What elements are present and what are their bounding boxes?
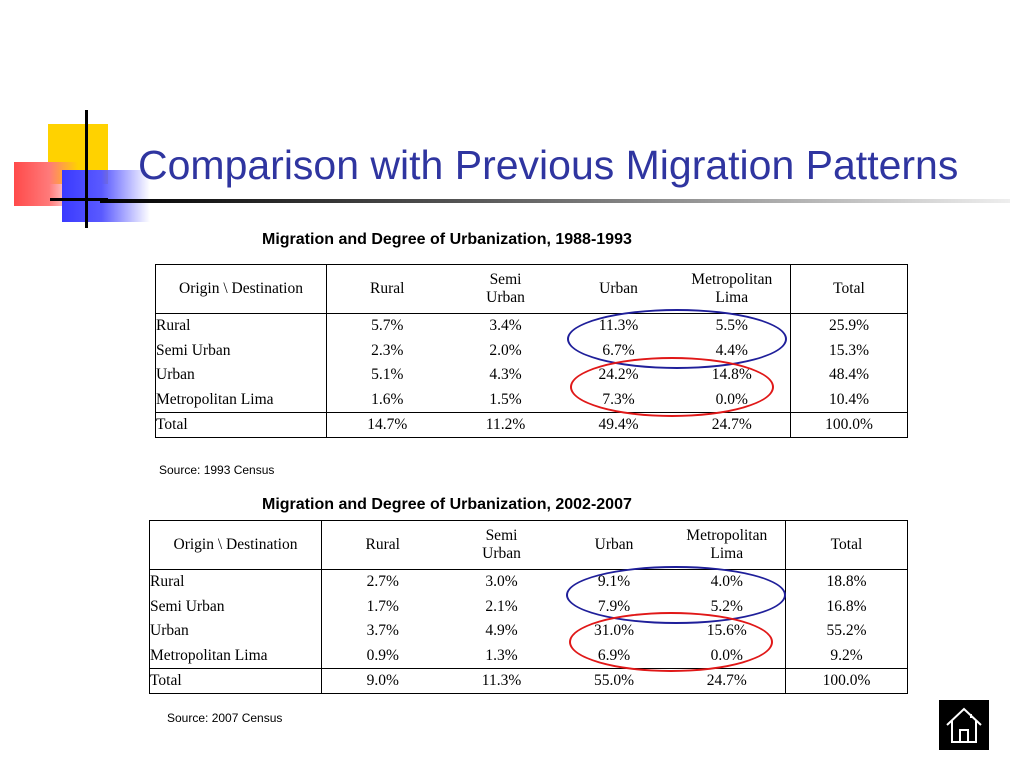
logo-vertical-line xyxy=(85,110,88,228)
cell: 15.3% xyxy=(790,338,908,363)
header-urban: Urban xyxy=(563,264,674,314)
highlight-ellipse-red xyxy=(570,357,774,417)
table-row: Metropolitan Lima 1.6% 1.5% 7.3% 0.0% 10… xyxy=(156,387,908,413)
row-label: Urban xyxy=(150,622,189,640)
row-label: Rural xyxy=(156,317,191,335)
table-row: Urban 3.7% 4.9% 31.0% 15.6% 55.2% xyxy=(150,619,908,644)
cell: 55.2% xyxy=(785,619,908,644)
table-row: Metropolitan Lima 0.9% 1.3% 6.9% 0.0% 9.… xyxy=(150,643,908,669)
cell: 3.0% xyxy=(485,573,518,591)
cell: 48.4% xyxy=(790,363,908,388)
logo-horizontal-line xyxy=(50,198,108,201)
cell: 2.3% xyxy=(326,338,448,363)
row-label: Metropolitan Lima xyxy=(150,646,268,664)
row-label: Metropolitan Lima xyxy=(156,390,274,408)
cell: 11.2% xyxy=(447,412,564,438)
cell: 3.7% xyxy=(321,619,444,644)
cell: 25.9% xyxy=(790,313,908,339)
cell: 1.7% xyxy=(321,594,444,619)
migration-table-1993: Origin \ Destination Rural Semi Urban Ur… xyxy=(155,264,908,438)
header-rural: Rural xyxy=(321,520,444,570)
cell: 9.0% xyxy=(321,668,444,694)
header-total: Total xyxy=(785,520,908,570)
header-rural: Rural xyxy=(326,264,448,314)
table-header-row: Origin \ Destination Rural Semi Urban Ur… xyxy=(149,520,908,570)
table-row: Rural 5.7% 3.4% 11.3% 5.5% 25.9% xyxy=(156,313,908,339)
cell: 14.7% xyxy=(326,412,448,438)
header-urban: Urban xyxy=(559,520,669,570)
cell: 1.5% xyxy=(489,390,522,408)
cell: 100.0% xyxy=(790,412,908,438)
migration-table-2007: Origin \ Destination Rural Semi Urban Ur… xyxy=(149,520,908,694)
cell: 9.2% xyxy=(785,643,908,669)
row-label: Semi Urban xyxy=(156,341,231,359)
home-button[interactable] xyxy=(939,700,989,750)
table-1-title: Migration and Degree of Urbanization, 19… xyxy=(262,231,632,248)
source-note-1: Source: 1993 Census xyxy=(159,463,275,477)
row-label: Rural xyxy=(150,573,185,591)
cell: 1.6% xyxy=(326,387,448,413)
header-metropolitan-lima: Metropolitan Lima xyxy=(668,520,786,570)
cell: 5.1% xyxy=(326,363,448,388)
table-total-row: Total 14.7% 11.2% 49.4% 24.7% 100.0% xyxy=(155,412,908,438)
header-total: Total xyxy=(790,264,908,314)
cell: 11.3% xyxy=(443,668,560,694)
table-row: Semi Urban 2.3% 2.0% 6.7% 4.4% 15.3% xyxy=(156,338,908,363)
row-label: Semi Urban xyxy=(150,597,225,615)
cell: 18.8% xyxy=(785,569,908,595)
cell: 24.7% xyxy=(668,668,786,694)
row-label: Urban xyxy=(156,366,195,384)
cell: 2.1% xyxy=(485,597,518,615)
header-origin-destination: Origin \ Destination xyxy=(149,520,322,570)
cell: 4.3% xyxy=(489,366,522,384)
cell: 0.9% xyxy=(321,643,444,669)
cell: 3.4% xyxy=(489,317,522,335)
cell: 5.7% xyxy=(326,313,448,339)
table-row: Rural 2.7% 3.0% 9.1% 4.0% 18.8% xyxy=(150,569,908,595)
row-label: Total xyxy=(149,668,322,694)
source-note-2: Source: 2007 Census xyxy=(167,711,283,725)
home-icon xyxy=(946,707,982,743)
cell: 4.9% xyxy=(485,622,518,640)
slide-title: Comparison with Previous Migration Patte… xyxy=(138,142,959,188)
logo-blue-bar xyxy=(62,170,150,222)
cell: 55.0% xyxy=(559,668,669,694)
cell: 1.3% xyxy=(485,646,518,664)
header-semi-urban: Semi Urban xyxy=(447,264,564,314)
table-row: Urban 5.1% 4.3% 24.2% 14.8% 48.4% xyxy=(156,363,908,388)
header-origin-destination: Origin \ Destination xyxy=(155,264,327,314)
row-label: Total xyxy=(155,412,327,438)
cell: 2.0% xyxy=(489,341,522,359)
title-underline xyxy=(100,199,1010,203)
table-header-row: Origin \ Destination Rural Semi Urban Ur… xyxy=(155,264,908,314)
table-row: Semi Urban 1.7% 2.1% 7.9% 5.2% 16.8% xyxy=(150,594,908,619)
highlight-ellipse-red xyxy=(569,612,773,672)
header-metropolitan-lima: Metropolitan Lima xyxy=(673,264,791,314)
cell: 10.4% xyxy=(790,387,908,413)
cell: 100.0% xyxy=(785,668,908,694)
cell: 16.8% xyxy=(785,594,908,619)
table-2-title: Migration and Degree of Urbanization, 20… xyxy=(262,496,632,513)
cell: 49.4% xyxy=(563,412,674,438)
header-semi-urban: Semi Urban xyxy=(443,520,560,570)
table-total-row: Total 9.0% 11.3% 55.0% 24.7% 100.0% xyxy=(149,668,908,694)
cell: 2.7% xyxy=(321,569,444,595)
